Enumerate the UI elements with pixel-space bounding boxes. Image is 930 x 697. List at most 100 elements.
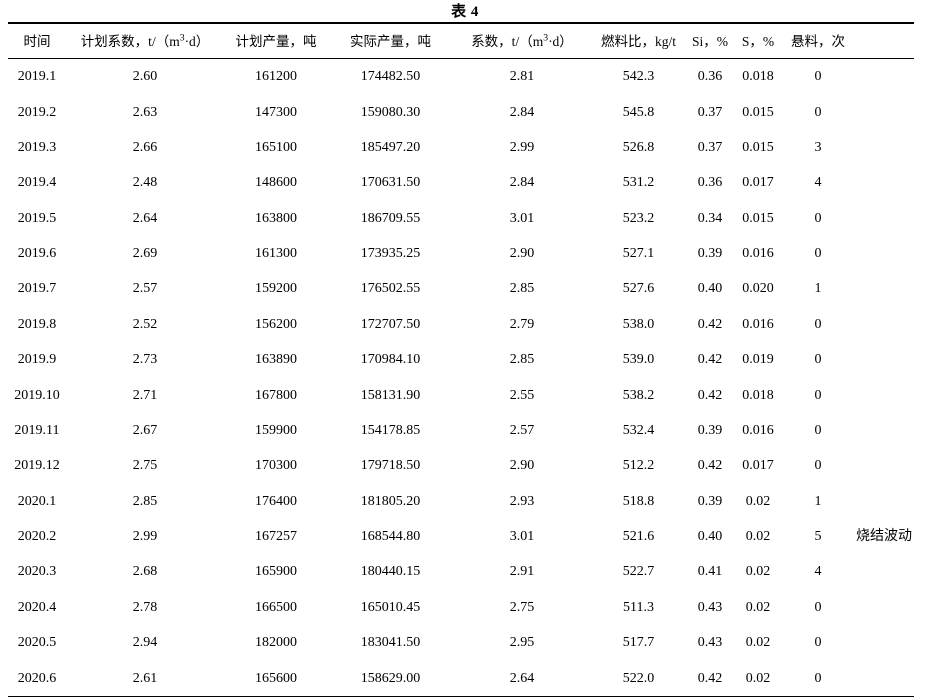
cell-aout: 158629.00 bbox=[328, 660, 453, 697]
cell-pout: 165100 bbox=[255, 139, 297, 155]
cell-time: 2019.7 bbox=[17, 281, 57, 297]
cell-pout: 163890 bbox=[255, 352, 297, 368]
cell-s: 0.015 bbox=[742, 104, 774, 120]
cell-s: 0.02 bbox=[745, 599, 771, 615]
cell-fuel: 532.4 bbox=[622, 422, 655, 438]
cell-fuel: 522.7 bbox=[622, 564, 655, 580]
cell-acoef: 2.64 bbox=[453, 660, 591, 697]
cell-hang: 0 bbox=[814, 352, 822, 368]
cell-pout: 176400 bbox=[255, 493, 297, 509]
cell-acoef: 2.99 bbox=[509, 139, 535, 155]
cell-aout: 173935.25 bbox=[360, 246, 421, 262]
cell-fuel: 523.2 bbox=[622, 210, 655, 226]
cell-pout: 161300 bbox=[255, 246, 297, 262]
cell-pcoef: 2.66 bbox=[132, 139, 158, 155]
table-row: 2019.3 2.66 165100 185497.20 2.99 526.8 0.37 0.… bbox=[8, 130, 914, 165]
production-data-table: 时间 计划系数，t/（m3·d） 计划产量，吨 实际产量，吨 系数，t/（m3·… bbox=[8, 22, 914, 697]
cell-time: 2019.4 bbox=[17, 175, 57, 191]
cell-time: 2019.3 bbox=[17, 139, 57, 155]
cell-si: 0.37 bbox=[697, 104, 723, 120]
cell-s: 0.020 bbox=[742, 281, 774, 297]
cell-pcoef: 2.99 bbox=[132, 529, 158, 545]
cell-pcoef: 2.52 bbox=[132, 316, 158, 332]
table-row: 2019.5 2.64 163800 186709.55 3.01 523.2 0.34 0.… bbox=[8, 201, 914, 236]
cell-pcoef: 2.94 bbox=[132, 635, 158, 651]
cell-acoef: 3.01 bbox=[509, 210, 535, 226]
cell-pcoef: 2.48 bbox=[132, 175, 158, 191]
cell-fuel: 518.8 bbox=[622, 493, 655, 509]
column-header-time: 时间 bbox=[23, 34, 51, 49]
cell-acoef: 2.55 bbox=[509, 387, 535, 403]
cell-pcoef: 2.71 bbox=[132, 387, 158, 403]
cell-hang: 0 bbox=[814, 210, 822, 226]
cell-fuel: 526.8 bbox=[622, 139, 655, 155]
page-title: 表 4 bbox=[451, 4, 479, 20]
cell-si: 0.36 bbox=[697, 69, 723, 85]
cell-acoef: 2.79 bbox=[509, 316, 535, 332]
cell-note bbox=[854, 201, 914, 236]
cell-pout: 167800 bbox=[255, 387, 297, 403]
cell-hang: 0 bbox=[814, 458, 822, 474]
cell-hang: 0 bbox=[814, 104, 822, 120]
cell-s: 0.015 bbox=[742, 210, 774, 226]
cell-acoef: 2.90 bbox=[509, 246, 535, 262]
cell-si: 0.39 bbox=[697, 493, 723, 509]
cell-note bbox=[854, 94, 914, 129]
cell-hang: 0 bbox=[782, 660, 854, 697]
column-header-s: S，% bbox=[741, 34, 775, 49]
cell-pout: 165600 bbox=[224, 660, 328, 697]
cell-s: 0.018 bbox=[742, 387, 774, 403]
cell-note: 烧结波动 bbox=[856, 529, 912, 545]
cell-fuel: 521.6 bbox=[622, 529, 655, 545]
cell-hang: 0 bbox=[814, 316, 822, 332]
cell-time: 2019.5 bbox=[17, 210, 57, 226]
table-row: 2020.6 2.61 165600 158629.00 2.64 522.0 0.42 0.… bbox=[8, 660, 914, 697]
cell-aout: 186709.55 bbox=[360, 210, 421, 226]
cell-s: 0.02 bbox=[734, 660, 782, 697]
column-header-remark bbox=[854, 23, 914, 59]
cell-note bbox=[854, 448, 914, 483]
cell-pcoef: 2.75 bbox=[132, 458, 158, 474]
cell-note bbox=[854, 59, 914, 95]
cell-pout: 165900 bbox=[255, 564, 297, 580]
cell-si: 0.36 bbox=[697, 175, 723, 191]
cell-note bbox=[854, 377, 914, 412]
cell-si: 0.37 bbox=[697, 139, 723, 155]
table-row: 2020.5 2.94 182000 183041.50 2.95 517.7 0.43 0.… bbox=[8, 625, 914, 660]
cell-time: 2019.6 bbox=[17, 246, 57, 262]
table-row: 2019.7 2.57 159200 176502.55 2.85 527.6 0.40 0.… bbox=[8, 271, 914, 306]
cell-si: 0.41 bbox=[697, 564, 723, 580]
table-header: 时间 计划系数，t/（m3·d） 计划产量，吨 实际产量，吨 系数，t/（m3·… bbox=[8, 23, 914, 59]
cell-pcoef: 2.57 bbox=[132, 281, 158, 297]
cell-aout: 159080.30 bbox=[360, 104, 421, 120]
cell-acoef: 2.57 bbox=[509, 422, 535, 438]
column-header-plan-coefficient: 计划系数，t/（m3·d） bbox=[80, 32, 210, 49]
cell-time: 2020.1 bbox=[17, 493, 57, 509]
cell-s: 0.02 bbox=[745, 529, 771, 545]
cell-hang: 0 bbox=[814, 422, 822, 438]
table-row: 2019.4 2.48 148600 170631.50 2.84 531.2 0.36 0.… bbox=[8, 165, 914, 200]
cell-pcoef: 2.63 bbox=[132, 104, 158, 120]
column-header-fuel-ratio: 燃料比，kg/t bbox=[600, 34, 676, 49]
cell-aout: 158131.90 bbox=[360, 387, 421, 403]
cell-note bbox=[854, 484, 914, 519]
cell-aout: 179718.50 bbox=[360, 458, 421, 474]
cell-si: 0.39 bbox=[697, 246, 723, 262]
table-row: 2019.11 2.67 159900 154178.85 2.57 532.4 0.39 0… bbox=[8, 413, 914, 448]
cell-s: 0.017 bbox=[742, 175, 774, 191]
cell-note bbox=[854, 590, 914, 625]
cell-time: 2020.4 bbox=[17, 599, 57, 615]
cell-time: 2019.8 bbox=[17, 316, 57, 332]
column-header-actual-coefficient: 系数，t/（m3·d） bbox=[471, 32, 573, 49]
table-row: 2019.9 2.73 163890 170984.10 2.85 539.0 0.42 0.… bbox=[8, 342, 914, 377]
cell-s: 0.02 bbox=[745, 493, 771, 509]
cell-si: 0.42 bbox=[697, 387, 723, 403]
cell-acoef: 2.84 bbox=[509, 104, 535, 120]
cell-hang: 0 bbox=[814, 69, 822, 85]
cell-pout: 159900 bbox=[255, 422, 297, 438]
table-row: 2020.1 2.85 176400 181805.20 2.93 518.8 0.39 0.… bbox=[8, 484, 914, 519]
table-header-row: 时间 计划系数，t/（m3·d） 计划产量，吨 实际产量，吨 系数，t/（m3·… bbox=[8, 23, 914, 59]
table-row: 2020.3 2.68 165900 180440.15 2.91 522.7 0.41 0.… bbox=[8, 554, 914, 589]
cell-pcoef: 2.69 bbox=[132, 246, 158, 262]
cell-s: 0.02 bbox=[745, 635, 771, 651]
